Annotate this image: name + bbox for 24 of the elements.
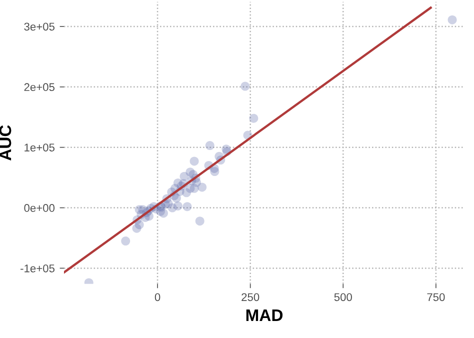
point [190,156,199,166]
point [205,141,214,150]
point [121,236,130,246]
y-tick-label: -1e+05 [20,264,54,272]
point [210,167,220,176]
point [182,188,191,198]
point [192,178,202,187]
x-tick-label: 250 [242,293,260,302]
point [249,114,258,123]
y-tick-label: 2e+05 [24,83,54,92]
y-tick-label: 0e+00 [24,204,55,212]
y-tick-label: 1e+05 [24,144,54,152]
x-tick-label: 750 [427,293,445,302]
point [134,205,144,214]
point [168,203,177,212]
point [182,202,192,212]
point [195,216,204,226]
x-tick-label: 500 [334,293,352,302]
point [448,15,457,24]
x-tick-label: 0 [154,293,160,302]
x-axis-title: MAD [246,309,283,321]
point [240,82,250,91]
point [132,224,142,233]
y-tick-label: 3e+05 [24,22,54,31]
